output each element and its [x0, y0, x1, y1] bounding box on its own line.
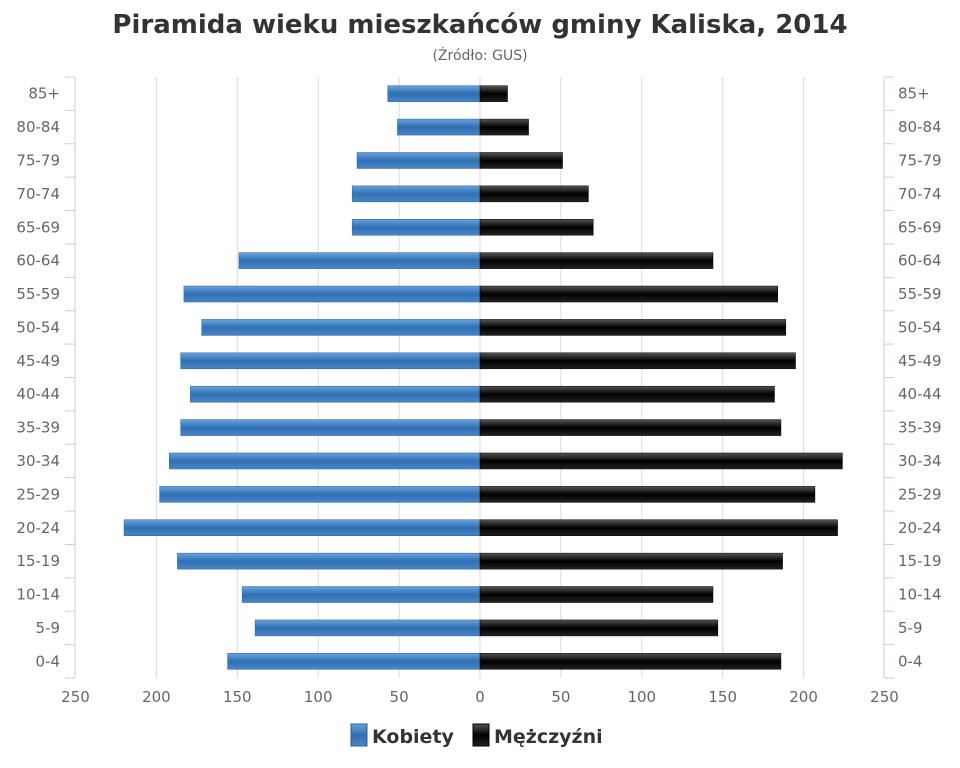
category-label-right: 5-9 [898, 619, 923, 637]
bar-mezczyzni-17[interactable] [479, 653, 782, 670]
category-label-left: 25-29 [16, 485, 60, 503]
bar-mezczyzni-4[interactable] [479, 219, 594, 236]
bar-kobiety-6[interactable] [183, 285, 481, 303]
category-label-left: 70-74 [16, 185, 60, 203]
legend-swatch-kobiety [350, 723, 368, 747]
bar-mezczyzni-2[interactable] [479, 152, 563, 169]
legend-item-mezczyzni[interactable]: Mężczyźni [472, 723, 603, 748]
bar-mezczyzni-8[interactable] [479, 352, 796, 370]
legend: Kobiety Mężczyźni [350, 723, 603, 748]
category-labels-left: 85+ 80-84 75-79 70-74 65-69 60-64 55-59 50-54 45… [16, 85, 60, 671]
bar-kobiety-10[interactable] [180, 419, 481, 436]
bar-kobiety-14[interactable] [177, 552, 481, 570]
category-label-right: 10-14 [898, 586, 942, 604]
x-tick-label: 200 [142, 688, 171, 706]
category-label-left: 0-4 [36, 652, 61, 670]
chart-subtitle: (Źródło: GUS) [432, 46, 527, 64]
category-label-right: 30-34 [898, 452, 942, 470]
axis-lines [65, 76, 894, 679]
category-label-left: 85+ [28, 85, 60, 103]
bar-kobiety-15[interactable] [241, 586, 481, 603]
category-label-right: 70-74 [898, 185, 942, 203]
gridlines [155, 77, 805, 678]
bar-kobiety-16[interactable] [254, 619, 481, 637]
category-label-left: 5-9 [36, 619, 61, 637]
bar-kobiety-8[interactable] [180, 352, 481, 370]
category-label-left: 55-59 [16, 285, 60, 303]
category-label-right: 65-69 [898, 218, 942, 236]
bar-mezczyzni-15[interactable] [479, 586, 714, 603]
category-label-left: 15-19 [16, 552, 60, 570]
bar-kobiety-4[interactable] [351, 219, 481, 236]
category-label-left: 75-79 [16, 151, 60, 169]
x-tick-label: 250 [61, 688, 90, 706]
legend-label-mezczyzni: Mężczyźni [494, 726, 603, 748]
bar-mezczyzni-16[interactable] [479, 619, 719, 637]
x-tick-label: 150 [708, 688, 737, 706]
bar-kobiety-17[interactable] [227, 653, 481, 670]
bar-kobiety-1[interactable] [397, 118, 481, 136]
category-label-right: 45-49 [898, 352, 942, 370]
bar-kobiety-0[interactable] [387, 85, 481, 102]
legend-label-kobiety: Kobiety [372, 726, 455, 748]
category-label-left: 10-14 [16, 586, 60, 604]
bar-mezczyzni-3[interactable] [479, 185, 589, 203]
bar-mezczyzni-13[interactable] [479, 519, 838, 536]
x-axis-tick-labels: 250 200 150 100 50 0 50 100 150 200 250 [61, 688, 899, 706]
bar-mezczyzni-5[interactable] [479, 252, 714, 269]
category-label-right: 75-79 [898, 151, 942, 169]
category-label-left: 30-34 [16, 452, 60, 470]
bar-mezczyzni-9[interactable] [479, 385, 775, 403]
category-label-right: 50-54 [898, 318, 942, 336]
bar-kobiety-7[interactable] [201, 319, 481, 336]
legend-swatch-mezczyzni [472, 723, 490, 747]
bar-kobiety-2[interactable] [356, 152, 481, 169]
category-labels-right: 85+ 80-84 75-79 70-74 65-69 60-64 55-59 50-54 45… [898, 85, 942, 671]
category-label-left: 40-44 [16, 385, 60, 403]
bar-kobiety-9[interactable] [190, 385, 481, 403]
bar-mezczyzni-12[interactable] [479, 486, 816, 503]
x-tick-label: 100 [627, 688, 656, 706]
x-tick-label: 200 [789, 688, 818, 706]
x-tick-label: 100 [304, 688, 333, 706]
bar-kobiety-5[interactable] [238, 252, 481, 269]
bar-mezczyzni-1[interactable] [479, 118, 529, 136]
category-label-left: 45-49 [16, 352, 60, 370]
category-label-right: 40-44 [898, 385, 942, 403]
category-label-left: 35-39 [16, 419, 60, 437]
bar-kobiety-12[interactable] [159, 486, 481, 503]
category-label-right: 55-59 [898, 285, 942, 303]
bar-kobiety-13[interactable] [123, 519, 481, 536]
bar-mezczyzni-11[interactable] [479, 452, 843, 470]
category-label-left: 65-69 [16, 218, 60, 236]
bars [123, 85, 843, 670]
bar-kobiety-11[interactable] [169, 452, 481, 470]
category-label-left: 50-54 [16, 318, 60, 336]
x-tick-label: 0 [475, 688, 485, 706]
chart-title: Piramida wieku mieszkańców gminy Kaliska… [112, 10, 847, 40]
bar-mezczyzni-6[interactable] [479, 285, 778, 303]
x-tick-label: 50 [551, 688, 570, 706]
category-label-right: 80-84 [898, 118, 942, 136]
category-label-right: 25-29 [898, 485, 942, 503]
x-tick-label: 250 [870, 688, 899, 706]
category-label-right: 85+ [898, 85, 930, 103]
bar-mezczyzni-14[interactable] [479, 552, 783, 570]
bar-mezczyzni-7[interactable] [479, 319, 787, 336]
category-label-left: 60-64 [16, 252, 60, 270]
bar-mezczyzni-10[interactable] [479, 419, 782, 436]
category-label-right: 20-24 [898, 519, 942, 537]
category-label-left: 80-84 [16, 118, 60, 136]
bar-mezczyzni-0[interactable] [479, 85, 508, 102]
x-tick-label: 150 [223, 688, 252, 706]
category-label-right: 15-19 [898, 552, 942, 570]
x-tick-label: 50 [390, 688, 409, 706]
bar-kobiety-3[interactable] [351, 185, 481, 203]
legend-item-kobiety[interactable]: Kobiety [350, 723, 455, 748]
category-label-right: 35-39 [898, 419, 942, 437]
category-label-right: 60-64 [898, 252, 942, 270]
category-label-left: 20-24 [16, 519, 60, 537]
category-label-right: 0-4 [898, 652, 923, 670]
